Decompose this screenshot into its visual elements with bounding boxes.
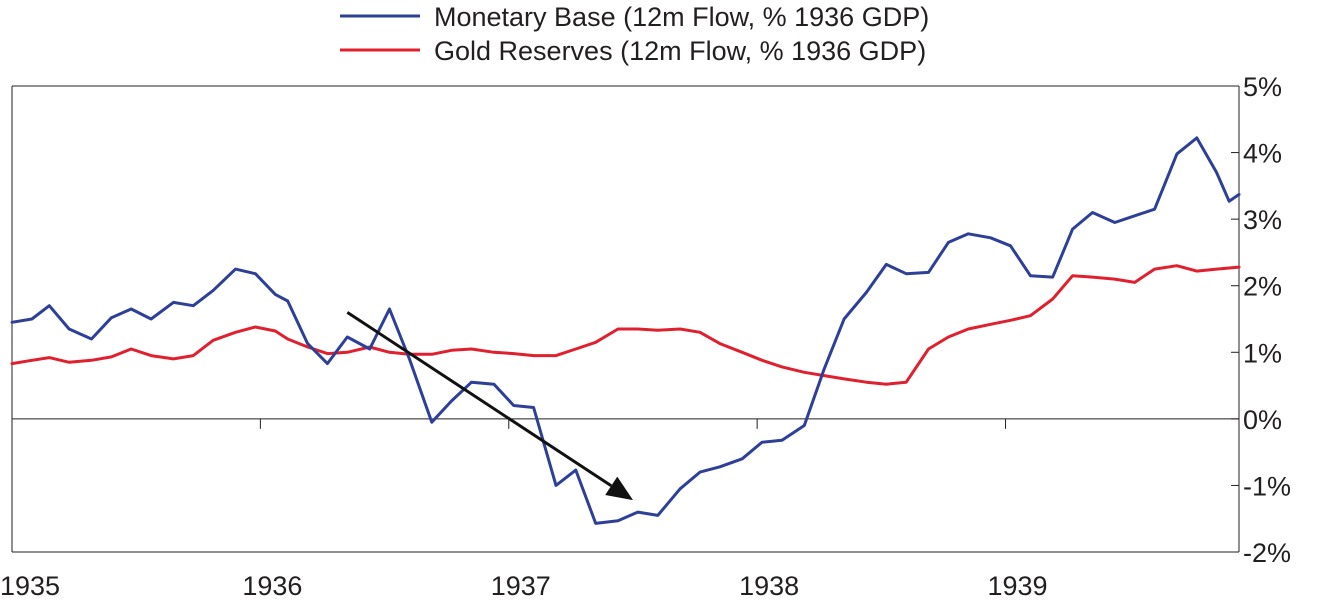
plot-area [11, 85, 1240, 553]
x-tick-label: 1936 [242, 571, 302, 601]
y-tick-label: -2% [1243, 538, 1291, 568]
series-layer [10, 136, 1241, 525]
y-axis: 5% 4% 3% 2% 1% 0% -1% -2% [1231, 72, 1291, 568]
series-line-gold-reserves [10, 264, 1241, 386]
legend: Monetary Base (12m Flow, % 1936 GDP) Gold… [340, 2, 929, 66]
x-axis: 1935 1936 1937 1938 1939 [0, 418, 1048, 601]
annotations [346, 311, 633, 501]
legend-item-gold-reserves: Gold Reserves (12m Flow, % 1936 GDP) [340, 36, 926, 66]
legend-label: Gold Reserves (12m Flow, % 1936 GDP) [434, 36, 926, 66]
x-tick-label: 1937 [491, 571, 551, 601]
y-tick-label: 5% [1243, 72, 1282, 102]
y-tick-label: 4% [1243, 139, 1282, 169]
x-tick-label: 1938 [739, 571, 799, 601]
y-tick-label: 3% [1243, 205, 1282, 235]
y-tick-label: -1% [1243, 471, 1291, 501]
trend-arrow-head [605, 476, 633, 501]
series-line-monetary-base [10, 136, 1241, 525]
y-tick-label: 0% [1243, 405, 1282, 435]
y-tick-label: 1% [1243, 338, 1282, 368]
legend-item-monetary-base: Monetary Base (12m Flow, % 1936 GDP) [340, 2, 929, 32]
legend-label: Monetary Base (12m Flow, % 1936 GDP) [434, 2, 929, 32]
x-tick-label: 1935 [0, 571, 60, 601]
trend-arrow-shaft [346, 311, 613, 488]
x-tick-label: 1939 [987, 571, 1047, 601]
y-tick-label: 2% [1243, 272, 1282, 302]
